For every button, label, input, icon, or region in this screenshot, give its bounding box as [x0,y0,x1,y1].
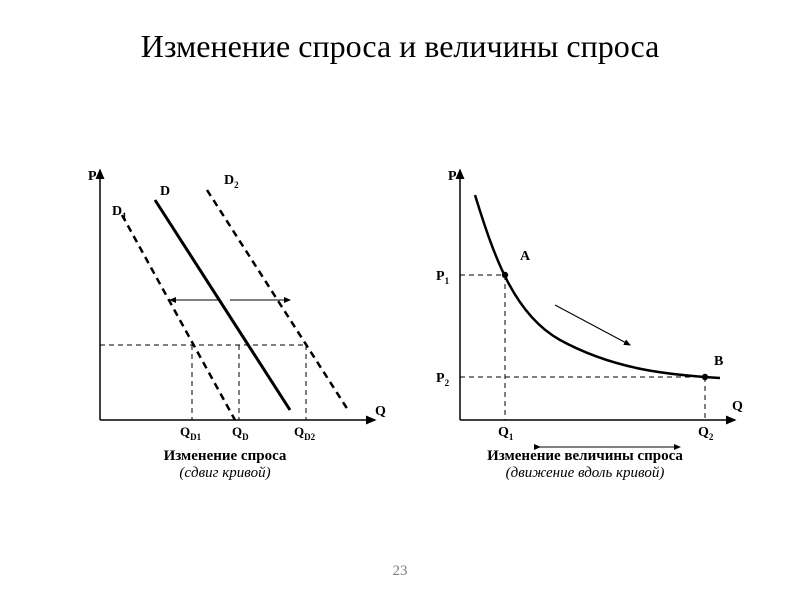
y-axis-label: P [448,169,457,184]
xtick-qd: QD [232,424,249,442]
left-chart: P Q D D1 D2 QD1 [60,160,390,490]
label-d: D [160,184,170,199]
xtick-q2: Q2 [698,425,714,442]
demand-curve [475,195,720,378]
right-caption: Изменение величины спроса (движение вдол… [420,448,750,482]
y-axis-label: P [88,169,97,184]
x-axis-label: Q [375,404,386,419]
left-caption: Изменение спроса (сдвиг кривой) [60,448,390,482]
xtick-q1: Q1 [498,425,514,442]
move-arrow [555,305,630,345]
xtick-qd2: QD2 [294,424,316,442]
page-number: 23 [0,563,800,580]
right-caption-l2: (движение вдоль кривой) [420,465,750,482]
label-d1: D1 [112,204,127,221]
curve-d1 [122,215,235,420]
left-caption-l1: Изменение спроса [60,448,390,465]
ytick-p2: P2 [436,371,450,388]
label-b: B [714,354,723,369]
ytick-p1: P1 [436,269,450,286]
curve-d [155,200,290,410]
label-d2: D2 [224,173,239,190]
right-chart-svg: P Q A B P1 P2 Q1 [420,160,750,490]
right-chart: P Q A B P1 P2 Q1 [420,160,750,490]
left-chart-svg: P Q D D1 D2 QD1 [60,160,390,490]
label-a: A [520,249,531,264]
slide-title: Изменение спроса и величины спроса [0,28,800,65]
x-axis-label: Q [732,399,743,414]
xtick-qd1: QD1 [180,424,202,442]
right-caption-l1: Изменение величины спроса [420,448,750,465]
left-caption-l2: (сдвиг кривой) [60,465,390,482]
